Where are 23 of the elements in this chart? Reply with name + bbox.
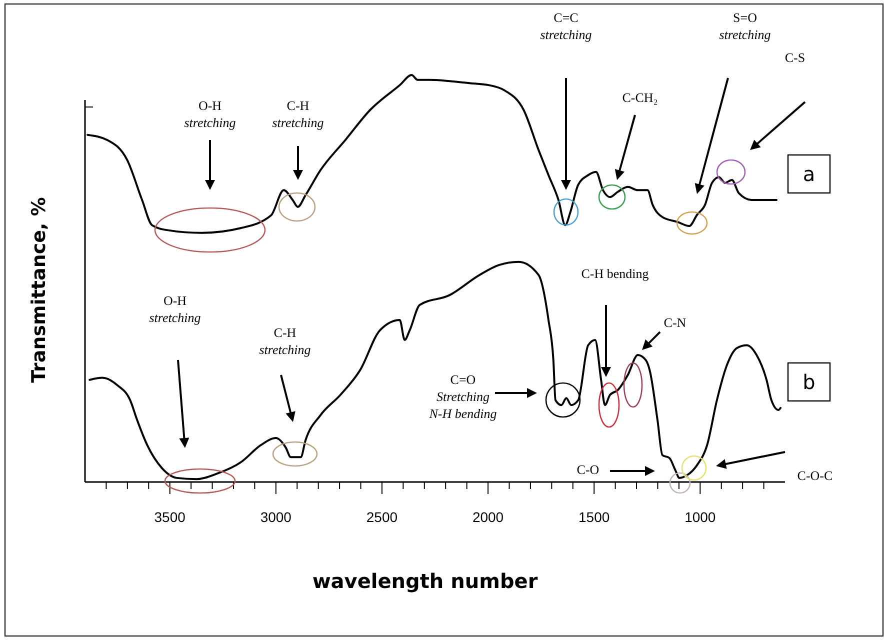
x-tick-label: 3500 — [154, 509, 186, 525]
annotation: C-H bending — [581, 266, 650, 281]
annotation: C-CH₂ — [622, 90, 658, 105]
text: C-S — [784, 50, 806, 65]
annotation: C-H stretching — [272, 98, 324, 130]
x-tick-label: 2500 — [366, 509, 398, 525]
annotation: O-H stretching — [184, 98, 236, 130]
text: C-O-C — [797, 468, 833, 483]
x-tick-label: 3000 — [260, 509, 292, 525]
annotation: C-H stretching — [259, 325, 312, 357]
annotation: C-O — [576, 462, 600, 477]
annotation: C=O Stretching N-H bending — [428, 372, 498, 421]
text: S=O stretching — [719, 10, 772, 42]
series-label: b — [802, 370, 816, 394]
x-tick-label: 1500 — [578, 509, 610, 525]
text: C=C stretching — [540, 10, 592, 42]
x-axis-title: wavelength number — [312, 569, 538, 593]
y-axis-title: Transmittance, % — [28, 197, 50, 383]
annotation: C-N — [664, 315, 687, 330]
annotation: O-H stretching — [149, 293, 202, 325]
x-tick-label: 2000 — [472, 509, 504, 525]
x-tick-label: 1000 — [684, 509, 716, 525]
series-label: a — [802, 162, 816, 186]
